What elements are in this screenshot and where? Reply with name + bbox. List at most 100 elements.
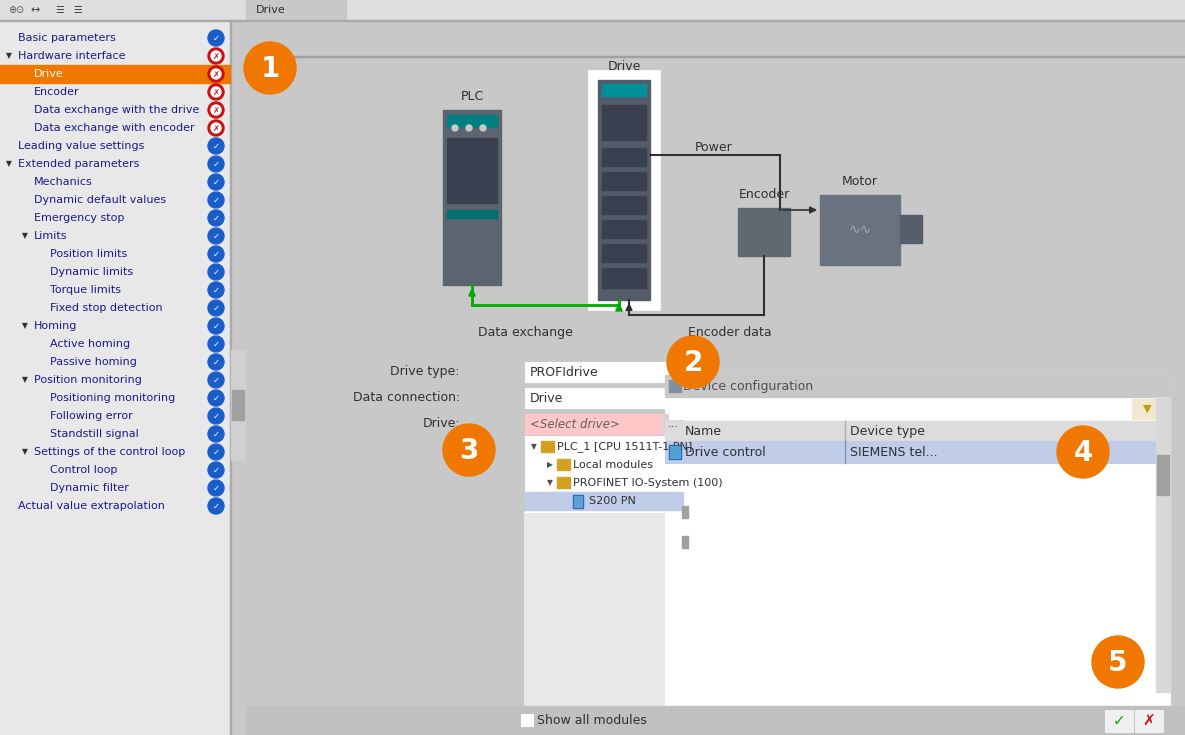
Text: ▼: ▼ (531, 442, 537, 451)
Text: ↔: ↔ (30, 5, 39, 15)
Circle shape (209, 84, 224, 100)
Text: Limits: Limits (34, 231, 68, 241)
Text: ✓: ✓ (212, 466, 219, 475)
Bar (665, 421, 1170, 441)
Text: Drive type:: Drive type: (391, 365, 460, 378)
Circle shape (667, 336, 719, 388)
Bar (602, 220, 646, 238)
Bar (0, 20, 230, 735)
Bar (232, 390, 244, 420)
Circle shape (209, 372, 224, 388)
Circle shape (209, 264, 224, 280)
Bar (1135, 710, 1162, 732)
Text: Passive homing: Passive homing (50, 357, 137, 367)
Bar (1157, 455, 1168, 495)
Text: 4: 4 (1074, 439, 1093, 467)
Bar (670, 445, 681, 459)
Bar (574, 495, 583, 508)
Text: Data exchange with encoder: Data exchange with encoder (34, 123, 194, 133)
Circle shape (209, 156, 224, 172)
Text: ▼: ▼ (1142, 404, 1152, 414)
Circle shape (209, 246, 224, 262)
Text: ✗: ✗ (212, 70, 219, 79)
Bar (246, 706, 1185, 735)
Text: ✓: ✓ (212, 178, 219, 187)
Text: Local modules: Local modules (574, 460, 653, 470)
Bar (1157, 397, 1170, 692)
Text: ✓: ✓ (212, 412, 219, 421)
Text: Homing: Homing (34, 321, 77, 331)
Bar (602, 105, 646, 140)
Circle shape (209, 408, 224, 424)
Text: ✗: ✗ (212, 88, 219, 97)
Text: PLC: PLC (461, 90, 483, 102)
Circle shape (1093, 636, 1144, 688)
Circle shape (209, 462, 224, 478)
Bar (665, 375, 1170, 397)
Text: ▶: ▶ (547, 461, 553, 470)
Text: ✓: ✓ (212, 484, 219, 493)
Circle shape (1057, 426, 1109, 478)
Bar (0, 0, 1185, 20)
Text: Show all modules: Show all modules (537, 714, 647, 726)
Text: Dynamic limits: Dynamic limits (50, 267, 133, 277)
Text: ▼: ▼ (547, 478, 553, 487)
Text: Encoder: Encoder (34, 87, 79, 97)
Circle shape (209, 282, 224, 298)
Circle shape (209, 30, 224, 46)
Bar (557, 459, 570, 470)
Text: ✓: ✓ (212, 214, 219, 223)
Text: ✓: ✓ (212, 322, 219, 331)
Text: 1: 1 (261, 55, 280, 83)
Text: Dynamic filter: Dynamic filter (50, 483, 129, 493)
Text: PROFINET IO-System (100): PROFINET IO-System (100) (574, 478, 723, 488)
Circle shape (209, 48, 224, 64)
Circle shape (209, 480, 224, 496)
Circle shape (209, 228, 224, 244)
Text: Data exchange with the drive: Data exchange with the drive (34, 105, 199, 115)
Text: ✓: ✓ (212, 448, 219, 457)
Circle shape (209, 210, 224, 226)
Text: ✓: ✓ (212, 268, 219, 277)
Bar (588, 70, 660, 310)
Bar (602, 172, 646, 190)
Text: Settings of the control loop: Settings of the control loop (34, 447, 185, 457)
Circle shape (209, 444, 224, 460)
Text: Name: Name (685, 425, 722, 437)
Text: Drive: Drive (530, 392, 563, 404)
Circle shape (211, 87, 220, 97)
Circle shape (209, 102, 224, 118)
Text: Position limits: Position limits (50, 249, 127, 259)
Bar (525, 388, 683, 408)
Bar (525, 492, 683, 510)
Text: 5: 5 (1108, 649, 1128, 677)
Circle shape (209, 390, 224, 406)
Bar (246, 56, 1185, 57)
Text: Hardware interface: Hardware interface (18, 51, 126, 61)
Text: ✓: ✓ (212, 196, 219, 205)
Text: ...: ... (667, 419, 679, 429)
Text: ✓: ✓ (212, 160, 219, 169)
Text: Torque limits: Torque limits (50, 285, 121, 295)
Text: ▼: ▼ (23, 376, 28, 384)
Bar (665, 375, 1170, 706)
Circle shape (480, 125, 486, 131)
Text: Positioning monitoring: Positioning monitoring (50, 393, 175, 403)
Text: ✗: ✗ (212, 124, 219, 133)
Text: 3: 3 (460, 437, 479, 465)
Circle shape (209, 336, 224, 352)
Text: ▼: ▼ (6, 51, 12, 60)
Text: Following error: Following error (50, 411, 133, 421)
Bar (670, 380, 681, 392)
Bar (542, 441, 555, 452)
Circle shape (466, 125, 472, 131)
Text: ✓: ✓ (212, 142, 219, 151)
Bar (602, 268, 646, 288)
Text: SIEMENS tel...: SIEMENS tel... (850, 445, 937, 459)
Text: Drive control: Drive control (685, 445, 766, 459)
Circle shape (211, 105, 220, 115)
Circle shape (209, 354, 224, 370)
Circle shape (211, 123, 220, 133)
Text: ✓: ✓ (212, 304, 219, 313)
Bar (602, 148, 646, 166)
